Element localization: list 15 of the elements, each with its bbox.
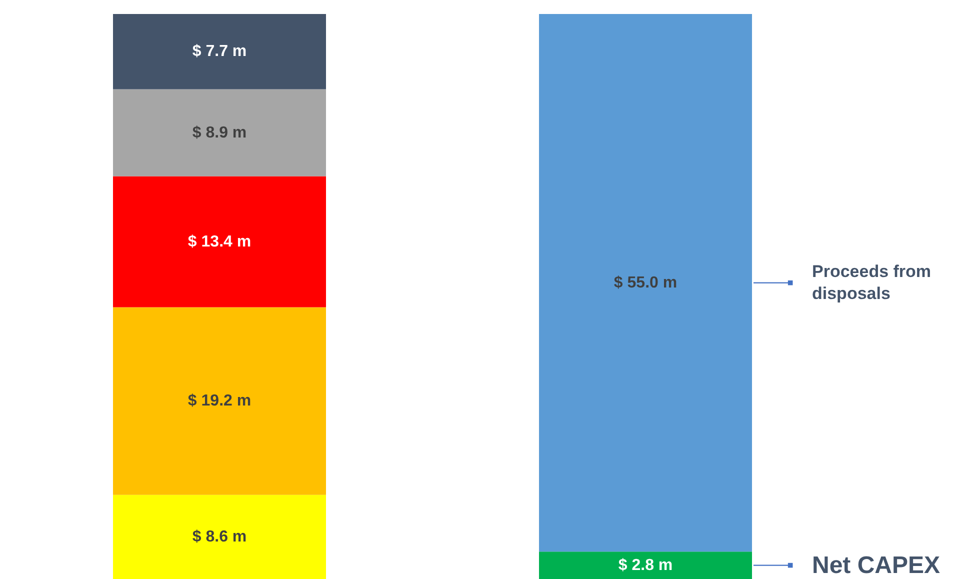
- data-label: $ 2.8 m: [618, 556, 673, 574]
- bar: [113, 14, 326, 90]
- bar: [113, 307, 326, 495]
- bar: [113, 176, 326, 308]
- data-label: $ 13.4 m: [188, 233, 252, 250]
- bar: [113, 494, 326, 579]
- bar: [539, 552, 752, 579]
- data-label: $ 55.0 m: [614, 274, 678, 292]
- data-label: $ 8.6 m: [192, 528, 247, 546]
- data-label: $ 7.7 m: [192, 43, 247, 60]
- data-label: $ 8.9 m: [192, 124, 247, 142]
- annotation: Proceeds from disposals: [812, 262, 932, 304]
- data-label: $ 19.2 m: [188, 392, 252, 410]
- annotation: Net CAPEX: [812, 552, 940, 579]
- bar: [113, 89, 326, 176]
